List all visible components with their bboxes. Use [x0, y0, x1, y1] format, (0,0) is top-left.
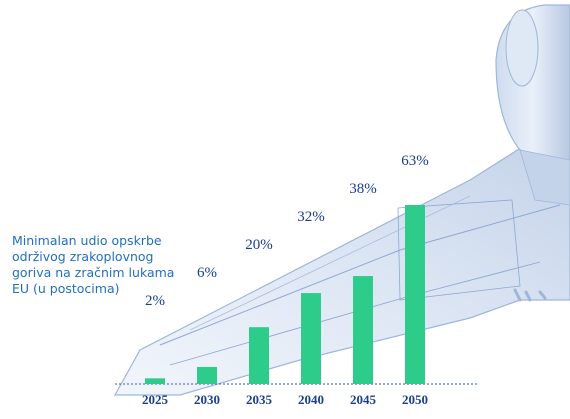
x-tick-label-2025: 2025 — [142, 392, 169, 407]
wing-panel — [397, 199, 521, 301]
landing-gear — [513, 288, 547, 302]
x-tick-label-2045: 2045 — [350, 392, 377, 407]
bar-2045 — [353, 276, 373, 384]
x-tick-label-2035: 2035 — [246, 392, 273, 407]
x-tick-label-2040: 2040 — [298, 392, 324, 407]
engine-intake — [505, 9, 539, 87]
value-label-2035: 20% — [245, 237, 273, 253]
bar-2035 — [249, 327, 269, 384]
engine-pylon — [519, 149, 570, 206]
bars-layer — [145, 205, 425, 384]
caption-line: održivog zrakoplovnog — [12, 249, 154, 264]
value-label-2050: 63% — [401, 153, 429, 169]
value-label-2030: 6% — [197, 265, 217, 281]
value-labels-layer: 2% 6% 20% 32% 38% 63% — [145, 153, 429, 309]
bar-2030 — [197, 366, 217, 384]
caption-line: EU (u postocima) — [12, 281, 120, 296]
value-label-2025: 2% — [145, 293, 165, 309]
caption-line: goriva na zračnim lukama — [12, 265, 175, 280]
x-tick-label-2030: 2030 — [194, 392, 220, 407]
x-tick-labels-layer: 2025 2030 2035 2040 2045 2050 — [142, 392, 428, 407]
airplane-wing-illustration — [113, 4, 570, 396]
wing-flap-line — [159, 204, 561, 346]
value-label-2045: 38% — [349, 181, 377, 197]
bar-2025 — [145, 378, 165, 384]
x-tick-label-2050: 2050 — [402, 392, 428, 407]
chart-caption: Minimalan udio opskrbe održivog zrakoplo… — [12, 233, 212, 297]
bar-2050 — [405, 205, 425, 384]
value-label-2040: 32% — [297, 209, 325, 225]
caption-line: Minimalan udio opskrbe — [12, 233, 162, 248]
bar-2040 — [301, 293, 321, 384]
